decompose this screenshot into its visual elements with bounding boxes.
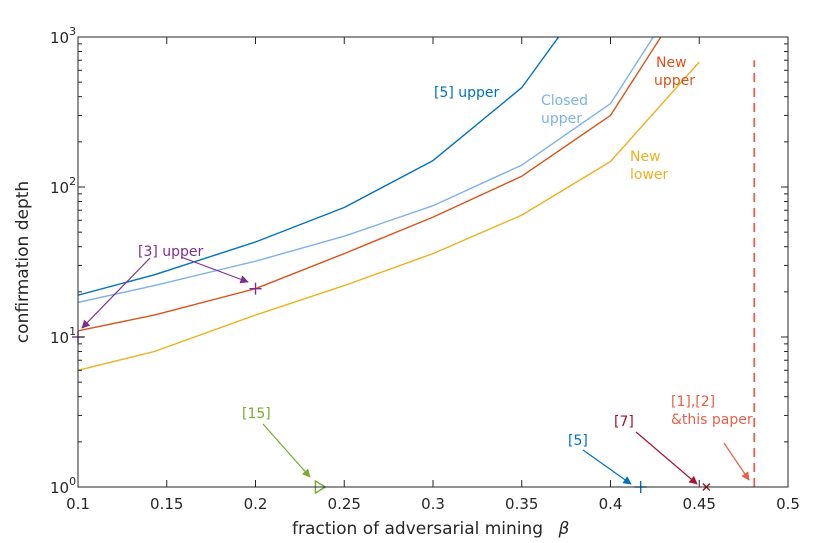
x-axis-beta-symbol: β (558, 519, 570, 539)
annotation-15: [15] (242, 406, 271, 422)
series-line-5-upper (78, 37, 560, 296)
series-line-closed-upper (78, 37, 655, 304)
annotation-new-upper: New upper (654, 55, 695, 89)
series-layer (78, 37, 756, 487)
annotation-new-lower: New lower (630, 149, 669, 183)
x-tick-label: 0.25 (328, 495, 361, 513)
arrow-1-2-this-paper (723, 442, 750, 481)
annotation-5-upper: [5] upper (434, 85, 500, 101)
y-tick-label: 100 (50, 475, 76, 497)
y-axis-label: confirmation depth (13, 181, 33, 343)
annotation-7: [7] (614, 414, 634, 430)
annotation-closed-upper: Closed upper (541, 93, 592, 127)
arrow-7 (635, 431, 698, 485)
annotation-5: [5] (568, 433, 588, 449)
annotation-3-upper: [3] upper (138, 244, 204, 260)
y-tick-label: 103 (50, 25, 76, 47)
arrow-3-upper-to-01 (81, 257, 151, 329)
x-tick-label: 0.1 (66, 495, 90, 513)
y-axis-ticks: 100 101 102 103 (50, 25, 788, 497)
series-line-new-upper (78, 37, 662, 332)
annotation-1-2-this-paper: [1],[2] &this paper (671, 394, 753, 428)
arrow-15 (262, 423, 311, 478)
x-tick-label: 0.4 (599, 495, 623, 513)
x-tick-label: 0.3 (421, 495, 445, 513)
series-line-new-lower (78, 61, 700, 371)
y-tick-label: 101 (50, 325, 76, 347)
x-tick-label: 0.5 (776, 495, 800, 513)
x-tick-label: 0.15 (150, 495, 183, 513)
x-tick-label: 0.2 (244, 495, 268, 513)
y-tick-label: 102 (50, 175, 76, 197)
arrow-3-upper-to-02 (180, 256, 249, 284)
x-tick-label: 0.35 (505, 495, 538, 513)
marker-3-upper-0-2 (249, 282, 262, 295)
x-axis-ticks: 0.1 0.15 0.2 0.25 0.3 0.35 0.4 0.45 0.5 (66, 37, 800, 513)
plot-area (78, 37, 788, 487)
x-axis-label: fraction of adversarial mining β (292, 519, 570, 539)
arrow-5 (582, 449, 632, 485)
x-tick-label: 0.45 (683, 495, 716, 513)
